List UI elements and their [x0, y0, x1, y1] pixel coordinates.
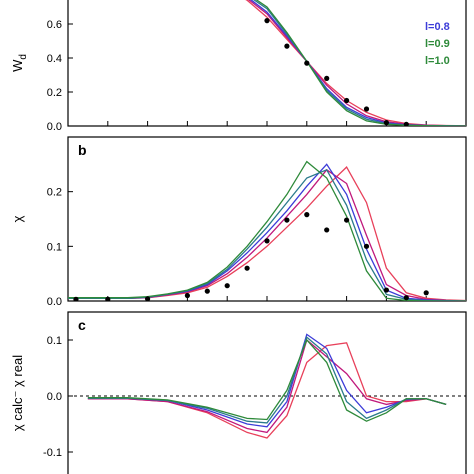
y-tick-label: 0.1	[47, 335, 62, 347]
legend-entry: l=0.7	[425, 3, 450, 15]
series-line-3	[68, 163, 466, 301]
data-point	[284, 43, 290, 49]
plot-area	[245, 0, 466, 126]
data-point	[344, 97, 350, 104]
data-point	[324, 227, 330, 233]
data-point	[403, 295, 409, 301]
plot-area	[87, 333, 447, 439]
panel-b: 0.0 0.1 0.2 b χ	[10, 136, 467, 308]
series-line-3	[87, 333, 447, 428]
series-line-5	[68, 160, 466, 301]
y-tick-label: 0.2	[47, 187, 62, 199]
plot-frame	[67, 136, 467, 302]
series-line-5	[87, 338, 447, 422]
y-axis-label: χ	[10, 215, 25, 222]
panel-label: c	[78, 317, 86, 333]
legend-entry: l=1.0	[425, 55, 450, 67]
legend: l=0.7 l=0.8 l=0.9 l=1.0	[425, 3, 450, 67]
series-line-4	[87, 336, 447, 424]
data-point	[204, 288, 210, 294]
y-tick-label: 0.1	[47, 241, 62, 253]
y-tick-label: 0.2	[47, 87, 62, 99]
data-point	[304, 212, 310, 218]
data-point	[105, 296, 111, 301]
data-point	[145, 296, 151, 301]
series-line-2	[68, 168, 466, 301]
data-point	[73, 296, 79, 301]
legend-entry: l=0.9	[425, 38, 450, 50]
panel-c: -0.1 0.0 0.1 c χ calc⁻ χ real	[10, 311, 467, 474]
data-point	[344, 217, 350, 223]
y-axis-label: Wd	[10, 54, 29, 72]
y-tick-label: 0.0	[47, 296, 62, 308]
data-point	[224, 283, 230, 289]
data-point	[363, 243, 370, 249]
data-point	[403, 121, 409, 126]
series-line-5	[255, 0, 466, 126]
data-point	[423, 290, 429, 296]
data-point	[383, 120, 389, 126]
y-tick-label: 0.0	[47, 121, 62, 133]
data-point	[264, 238, 270, 244]
y-tick-label: 0.6	[47, 19, 62, 31]
y-tick-label: 0.4	[47, 53, 62, 65]
panel-label: b	[78, 142, 87, 158]
legend-entry: l=0.8	[425, 21, 450, 33]
data-point	[184, 292, 190, 299]
data-point	[363, 106, 370, 112]
plot-frame	[67, 311, 467, 474]
series-line-1	[87, 342, 447, 439]
data-point	[324, 75, 330, 81]
data-point	[264, 18, 270, 24]
panel-a: 0.0 0.2 0.4 0.6 Wd l=0.7 l=0.8 l=0.9 l=1.0	[10, 0, 467, 133]
y-tick-label: 0.0	[47, 391, 62, 403]
data-point	[304, 60, 310, 66]
data-point	[284, 217, 290, 223]
y-axis-label: χ calc⁻ χ real	[10, 355, 25, 431]
series-line-1	[68, 166, 466, 301]
y-axis-label-subscript: d	[18, 54, 29, 60]
plot-area	[68, 160, 466, 301]
data-point	[383, 287, 389, 293]
series-line-4	[68, 168, 466, 301]
y-tick-label: -0.1	[43, 447, 62, 459]
data-point	[244, 265, 250, 271]
